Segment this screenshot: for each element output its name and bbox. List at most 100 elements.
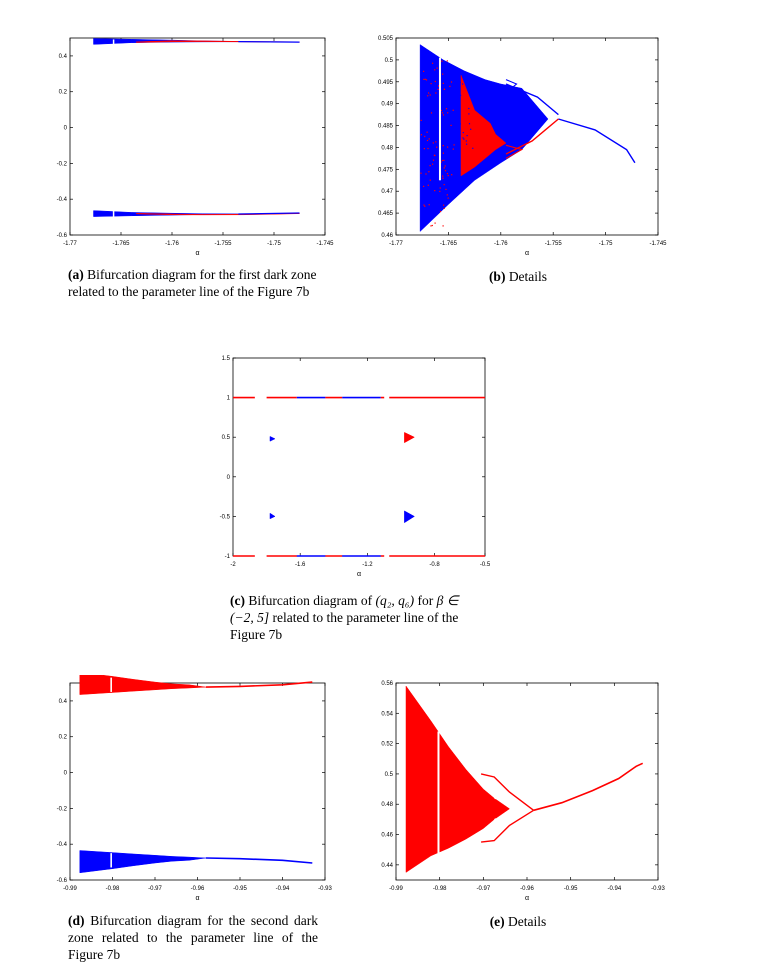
orbit-blue <box>269 436 276 442</box>
caption-b: (b) Details <box>363 268 673 285</box>
x-tick-label: -1.745 <box>649 241 667 247</box>
y-tick-label: 0.48 <box>381 802 393 808</box>
scatter-point <box>451 174 453 176</box>
y-tick-label: 0.49 <box>381 102 393 108</box>
scatter-point <box>444 170 447 172</box>
chart-e: -0.99 -0.98 -0.97 -0.96 -0.95 -0.94 -0.93 0.44 0… <box>381 681 665 902</box>
scatter-point <box>444 165 446 167</box>
caption-c: (c) Bifurcation diagram of (q₂, q₆) for … <box>230 592 485 643</box>
scatter-point <box>430 112 433 114</box>
scatter-point <box>447 146 449 148</box>
y-tick-label: 0.52 <box>381 742 393 748</box>
y-tick-label: 0.46 <box>381 233 393 239</box>
scatter-point <box>439 187 441 189</box>
y-tick-label: 0.56 <box>381 681 393 687</box>
caption-a-label: (a) <box>68 267 84 282</box>
upper-band-red <box>136 40 300 43</box>
scatter-point <box>469 170 471 172</box>
y-tick-label: 0.48 <box>381 145 393 151</box>
scatter-point <box>429 165 431 167</box>
x-tick-label: -2 <box>230 562 236 568</box>
scatter-point <box>439 190 441 192</box>
scatter-point <box>466 135 468 137</box>
scatter-point <box>427 95 429 97</box>
scatter-point <box>428 92 430 94</box>
scatter-point <box>457 87 459 89</box>
loop-gap <box>480 780 501 800</box>
y-tick-label: 0.495 <box>378 80 394 86</box>
caption-e: (e) Details <box>363 913 673 930</box>
scatter-point <box>443 167 445 169</box>
scatter-point <box>430 83 432 85</box>
chaotic-region-red <box>405 685 510 873</box>
chaotic-region-red <box>460 75 507 177</box>
scatter-point <box>447 197 449 199</box>
scatter-point <box>452 148 454 150</box>
orbit-blue <box>404 510 415 524</box>
scatter-point <box>434 190 436 192</box>
scatter-point <box>434 80 436 83</box>
scatter-point <box>443 159 445 161</box>
upper-band-red <box>79 675 207 695</box>
scatter-point <box>462 83 464 85</box>
scatter-point <box>463 138 465 140</box>
scatter-point <box>428 204 430 206</box>
scatter-point <box>420 172 422 174</box>
scatter-point <box>442 73 444 75</box>
caption-d: (d) Bifurcation diagram for the second d… <box>68 912 318 963</box>
scatter-point <box>445 188 447 190</box>
y-tick-label: -0.6 <box>57 233 68 239</box>
caption-c-text-mid: for <box>417 593 434 608</box>
plot-frame <box>69 682 326 881</box>
lower-band-red <box>136 212 300 216</box>
x-tick-label: -1.745 <box>316 241 334 247</box>
upper-tail-red <box>205 681 313 688</box>
y-tick-label: 0.465 <box>378 211 394 217</box>
x-tick-label: -1.75 <box>599 241 613 247</box>
x-tick-label: -1.755 <box>214 241 232 247</box>
caption-e-text: Details <box>508 914 547 929</box>
x-tick-label: -0.93 <box>318 886 332 892</box>
scatter-point <box>434 222 436 224</box>
x-tick-label: -1.2 <box>362 562 373 568</box>
scatter-point <box>428 171 430 173</box>
scatter-point <box>427 184 429 186</box>
loop-blue <box>505 79 518 94</box>
scatter-point <box>446 60 448 62</box>
scatter-point <box>445 108 448 110</box>
y-tick-label: -0.5 <box>220 514 231 520</box>
y-tick-label: 0.5 <box>385 58 394 64</box>
scatter-point <box>442 175 444 177</box>
y-tick-label: 0.485 <box>378 124 394 130</box>
scatter-point <box>460 94 462 96</box>
y-tick-label: 0.5 <box>385 772 394 778</box>
y-tick-label: 0.4 <box>59 54 68 60</box>
x-tick-label: -0.95 <box>233 886 247 892</box>
caption-c-text-before: Bifurcation diagram of <box>248 593 373 608</box>
periodic-window <box>438 57 441 181</box>
orbit-red <box>404 432 415 444</box>
loop-gap <box>480 818 501 839</box>
x-tick-label: -0.97 <box>476 886 490 892</box>
scatter-point <box>423 204 425 206</box>
x-tick-label: -1.75 <box>267 241 281 247</box>
chart-a: -1.77 -1.765 -1.76 -1.755 -1.75 -1.745 -0.6 -0.… <box>57 37 334 257</box>
scatter-point <box>429 179 431 181</box>
lower-band-blue <box>93 210 239 217</box>
scatter-point <box>472 147 474 149</box>
scatter-point <box>450 81 453 83</box>
scatter-point <box>447 112 449 114</box>
line-gap <box>384 554 390 558</box>
upper-tail-blue <box>238 41 300 43</box>
chart-d: -0.99 -0.98 -0.97 -0.96 -0.95 -0.94 -0.93 -0.6 -… <box>57 675 332 902</box>
y-tick-label: 0 <box>227 475 231 481</box>
scatter-point <box>424 205 426 207</box>
x-axis-label: α <box>525 895 529 902</box>
scatter-point <box>442 152 444 154</box>
scatter-point <box>440 161 442 163</box>
scatter-point <box>437 88 439 90</box>
scatter-point <box>438 85 440 87</box>
scatter-point <box>434 69 436 71</box>
x-axis-label: α <box>525 250 529 257</box>
x-tick-label: -1.6 <box>295 562 306 568</box>
